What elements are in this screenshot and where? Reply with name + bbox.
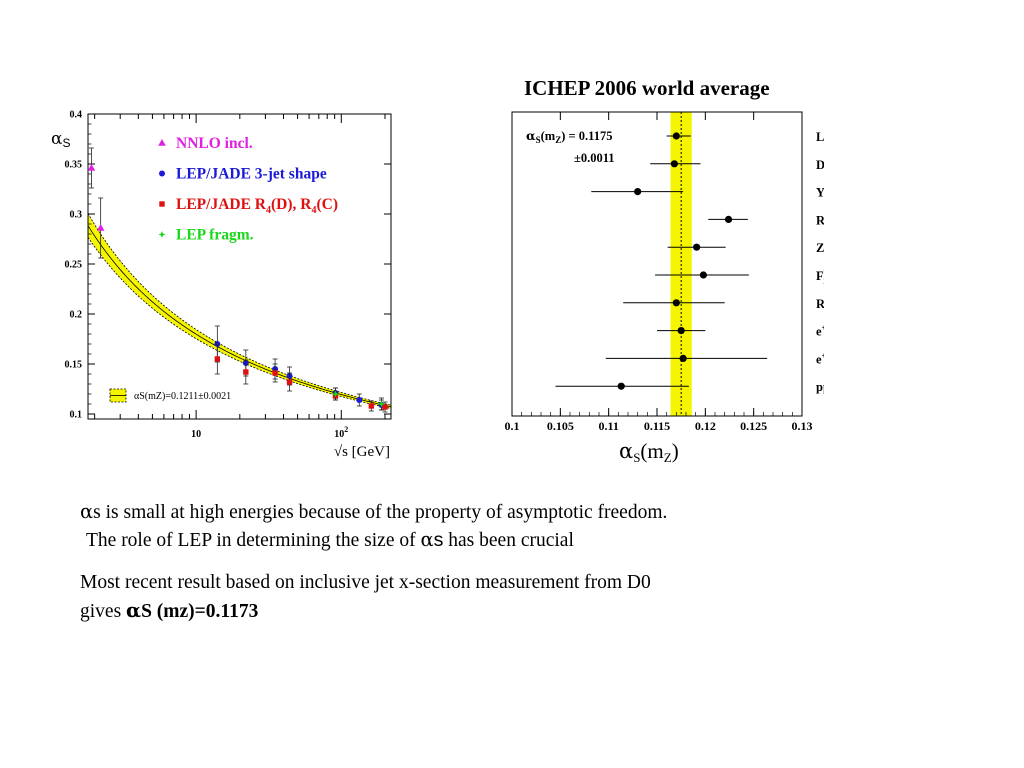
measurement-point	[617, 382, 625, 390]
legend-entry: LEP/JADE 3-jet shape	[176, 166, 327, 183]
x-tick-label: 0.1	[505, 419, 520, 433]
measurement-point	[672, 299, 680, 307]
measurement-point	[670, 160, 678, 168]
y-axis-label: αS	[51, 129, 71, 150]
x-axis-label: √s [GeV]	[334, 444, 390, 460]
legend-entry: LEP fragm.	[176, 227, 254, 244]
data-point	[382, 404, 388, 410]
text-line-lep-role: The role of LEP in determining the size …	[86, 526, 574, 555]
x-tick-label: 0.125	[740, 419, 767, 433]
text-line-2-a: The role of LEP in determining the size …	[86, 530, 421, 551]
x-tick-label: 10	[191, 429, 201, 440]
data-point	[356, 397, 363, 403]
x-axis-label: αS(mZ)	[619, 439, 679, 465]
x-tick-label: 0.12	[695, 419, 716, 433]
data-point	[87, 164, 96, 171]
series-1	[214, 325, 385, 411]
measurement-label: Fγ2	[816, 267, 824, 286]
text-line-asymptotic-freedom: αs is small at high energies because of …	[80, 498, 667, 527]
chart-title: ICHEP 2006 world average	[524, 76, 770, 100]
measurement-label: e+e- fragm.	[816, 351, 824, 366]
x-tick-label: 0.105	[547, 419, 574, 433]
band-lower-edge	[88, 237, 391, 409]
measurement-point	[693, 243, 701, 251]
text-line-4-a: gives	[80, 601, 127, 622]
measurement-point	[677, 327, 685, 335]
y-tick-label: 0.25	[65, 260, 83, 271]
legend-entry: LEP/JADE R4(D), R4(C)	[176, 196, 338, 216]
band-legend-label: αS(mZ)=0.1211±0.0021	[134, 391, 231, 402]
plot-frame	[511, 111, 803, 417]
data-point	[158, 139, 166, 146]
measurement-label: Y decays	[816, 186, 824, 200]
qcd-central-curve	[88, 225, 391, 408]
x-tick-label: 0.115	[644, 419, 670, 433]
y-tick-label: 0.35	[65, 160, 83, 171]
average-annotation-error: ±0.0011	[574, 151, 615, 165]
text-line-2-b: has been crucial	[443, 530, 574, 551]
series-2	[214, 343, 388, 413]
data-point	[159, 170, 165, 177]
y-tick-label: 0.2	[70, 310, 83, 321]
y-tick-label: 0.3	[70, 210, 83, 221]
text-line-4-b: S (mz)=0.1173	[141, 601, 259, 622]
measurement-point	[634, 188, 642, 196]
text-line-d0-result: Most recent result based on inclusive je…	[80, 569, 651, 597]
alpha-symbol: α	[80, 500, 94, 523]
x-tick-label: 0.11	[598, 419, 618, 433]
y-tick-label: 0.1	[70, 410, 83, 421]
alpha-symbol: α	[126, 599, 142, 622]
plot-area	[88, 213, 391, 409]
measurement-label: LQCD	[816, 130, 824, 144]
text-line-d0-value: gives αS (mz)=0.1173	[80, 597, 258, 626]
measurement-label: Z lineshape	[816, 241, 824, 255]
x-tick-label: 102	[334, 425, 348, 440]
data-point	[272, 370, 278, 376]
alpha-symbol: α	[420, 528, 434, 551]
data-point	[158, 231, 166, 238]
data-point	[377, 400, 385, 408]
measurement-point	[672, 132, 680, 140]
band-upper-edge	[88, 213, 391, 406]
series-3	[331, 387, 385, 411]
measurement-point	[679, 354, 687, 362]
measurement-point	[699, 271, 707, 279]
y-tick-label: 0.4	[70, 110, 83, 121]
data-point	[286, 379, 293, 385]
series-0	[87, 147, 105, 259]
data-point	[368, 403, 375, 409]
plot-frame	[87, 113, 392, 420]
data-point	[331, 390, 339, 398]
data-point	[243, 369, 249, 375]
x-tick-label: 0.13	[792, 419, 813, 433]
text-line-1-rest: s is small at high energies because of t…	[93, 502, 668, 523]
data-point	[159, 201, 165, 207]
legend-entry: NNLO incl.	[176, 135, 253, 152]
average-annotation: αS(mZ) = 0.1175	[526, 128, 612, 145]
measurement-label: Rhad	[816, 297, 824, 314]
measurement-label: pp/pp	[816, 380, 824, 394]
measurement-label: DIS	[816, 158, 824, 172]
measurement-label: Rτ	[816, 213, 824, 229]
world-average-chart: ICHEP 2006 world average 0.1 0.105 0.11 0.11…	[505, 76, 825, 465]
data-point	[96, 224, 105, 231]
text-line-2-s: s	[433, 529, 444, 551]
y-tick-label: 0.15	[65, 360, 83, 371]
running-alphas-chart: 0.1 0.15 0.2 0.25 0.3 0.35 0.4 10 102 αS √s [GeV] N…	[51, 110, 392, 460]
measurement-point	[724, 215, 733, 223]
text-line-3: Most recent result based on inclusive je…	[80, 572, 651, 593]
data-point	[214, 356, 221, 362]
